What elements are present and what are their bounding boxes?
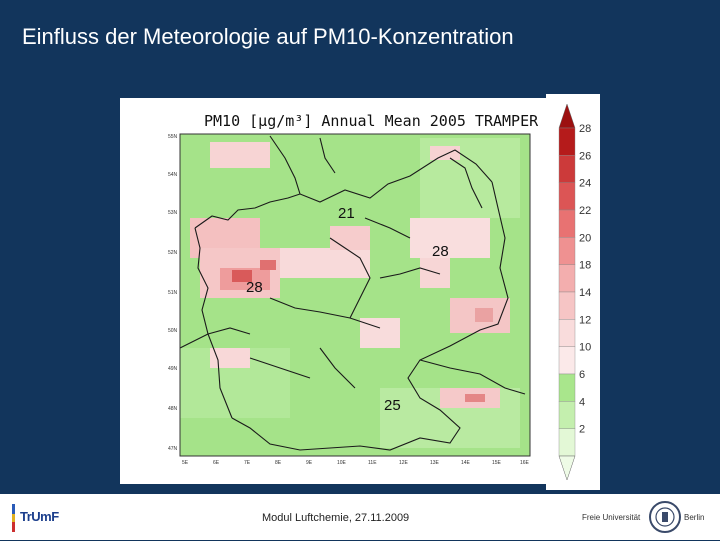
- legend-panel: 28 26 24 22 20 18 14 12 10 6 4 2: [546, 94, 600, 490]
- lon-label: 11E: [368, 460, 377, 466]
- legend-band: [558, 319, 576, 347]
- color-legend: 28 26 24 22 20 18 14 12 10 6 4 2: [558, 103, 591, 481]
- fu-logo-text: Freie Universität: [582, 513, 641, 522]
- lat-label: 48N: [168, 406, 178, 412]
- lon-label: 16E: [520, 460, 530, 466]
- footer: [0, 494, 720, 540]
- annotation-28-north: 28: [432, 243, 449, 260]
- lon-label: 7E: [244, 460, 251, 466]
- lon-label: 15E: [492, 460, 502, 466]
- legend-arrow-top: [558, 103, 576, 129]
- pm10-map: 21 28 28 25 PM10 [μg/m³] Annual Mean 200…: [168, 112, 539, 466]
- slide-title: Einfluss der Meteorologie auf PM10-Konze…: [22, 24, 514, 49]
- legend-label: 2: [579, 424, 585, 436]
- lon-label: 10E: [337, 460, 347, 466]
- legend-label: 28: [579, 123, 591, 135]
- fu-logo-text-berlin: Berlin: [684, 513, 705, 522]
- legend-band: [558, 182, 576, 211]
- lat-label: 51N: [168, 290, 178, 296]
- footer-text: Modul Luftchemie, 27.11.2009: [262, 512, 410, 524]
- legend-label: 12: [579, 314, 591, 326]
- legend-label: 22: [579, 205, 591, 217]
- lat-label: 47N: [168, 446, 178, 452]
- legend-band: [558, 428, 576, 457]
- lon-label: 14E: [461, 460, 471, 466]
- legend-label: 18: [579, 260, 591, 272]
- legend-band: [558, 155, 576, 183]
- legend-band: [558, 264, 576, 293]
- lon-label: 13E: [430, 460, 440, 466]
- map-title: PM10 [μg/m³] Annual Mean 2005 TRAMPER: [204, 112, 539, 130]
- lon-label: 5E: [182, 460, 189, 466]
- lat-label: 53N: [168, 210, 178, 216]
- legend-band: [558, 127, 576, 156]
- legend-label: 24: [579, 178, 591, 190]
- trumf-logo: [8, 500, 76, 536]
- map-panel: 21 28 28 25 PM10 [μg/m³] Annual Mean 200…: [120, 98, 546, 484]
- lat-label: 50N: [168, 328, 178, 334]
- legend-arrow-bottom: [558, 455, 576, 481]
- lat-label: 54N: [168, 172, 178, 178]
- legend-label: 26: [579, 150, 591, 162]
- lat-label: 49N: [168, 366, 178, 372]
- lon-label: 8E: [275, 460, 282, 466]
- annotation-25: 25: [384, 397, 401, 414]
- legend-label: 6: [579, 369, 585, 381]
- legend-band: [558, 209, 576, 238]
- country-borders: [179, 135, 526, 451]
- legend-label: 20: [579, 232, 591, 244]
- lat-label: 55N: [168, 134, 178, 140]
- legend-label: 14: [579, 287, 591, 299]
- annotation-28-west: 28: [246, 279, 263, 296]
- legend-band: [558, 346, 576, 375]
- annotation-21: 21: [338, 205, 355, 222]
- lon-label: 6E: [213, 460, 220, 466]
- legend-band: [558, 237, 576, 265]
- legend-band: [558, 291, 576, 320]
- fu-seal-icon: [649, 501, 681, 533]
- trumf-logo-text: TrUmF: [20, 509, 59, 524]
- legend-label: 4: [579, 396, 585, 408]
- legend-band: [558, 401, 576, 429]
- legend-label: 10: [579, 342, 591, 354]
- map-frame: [179, 133, 531, 457]
- legend-band: [558, 373, 576, 402]
- lat-label: 52N: [168, 250, 178, 256]
- lon-label: 12E: [399, 460, 409, 466]
- lon-label: 9E: [306, 460, 313, 466]
